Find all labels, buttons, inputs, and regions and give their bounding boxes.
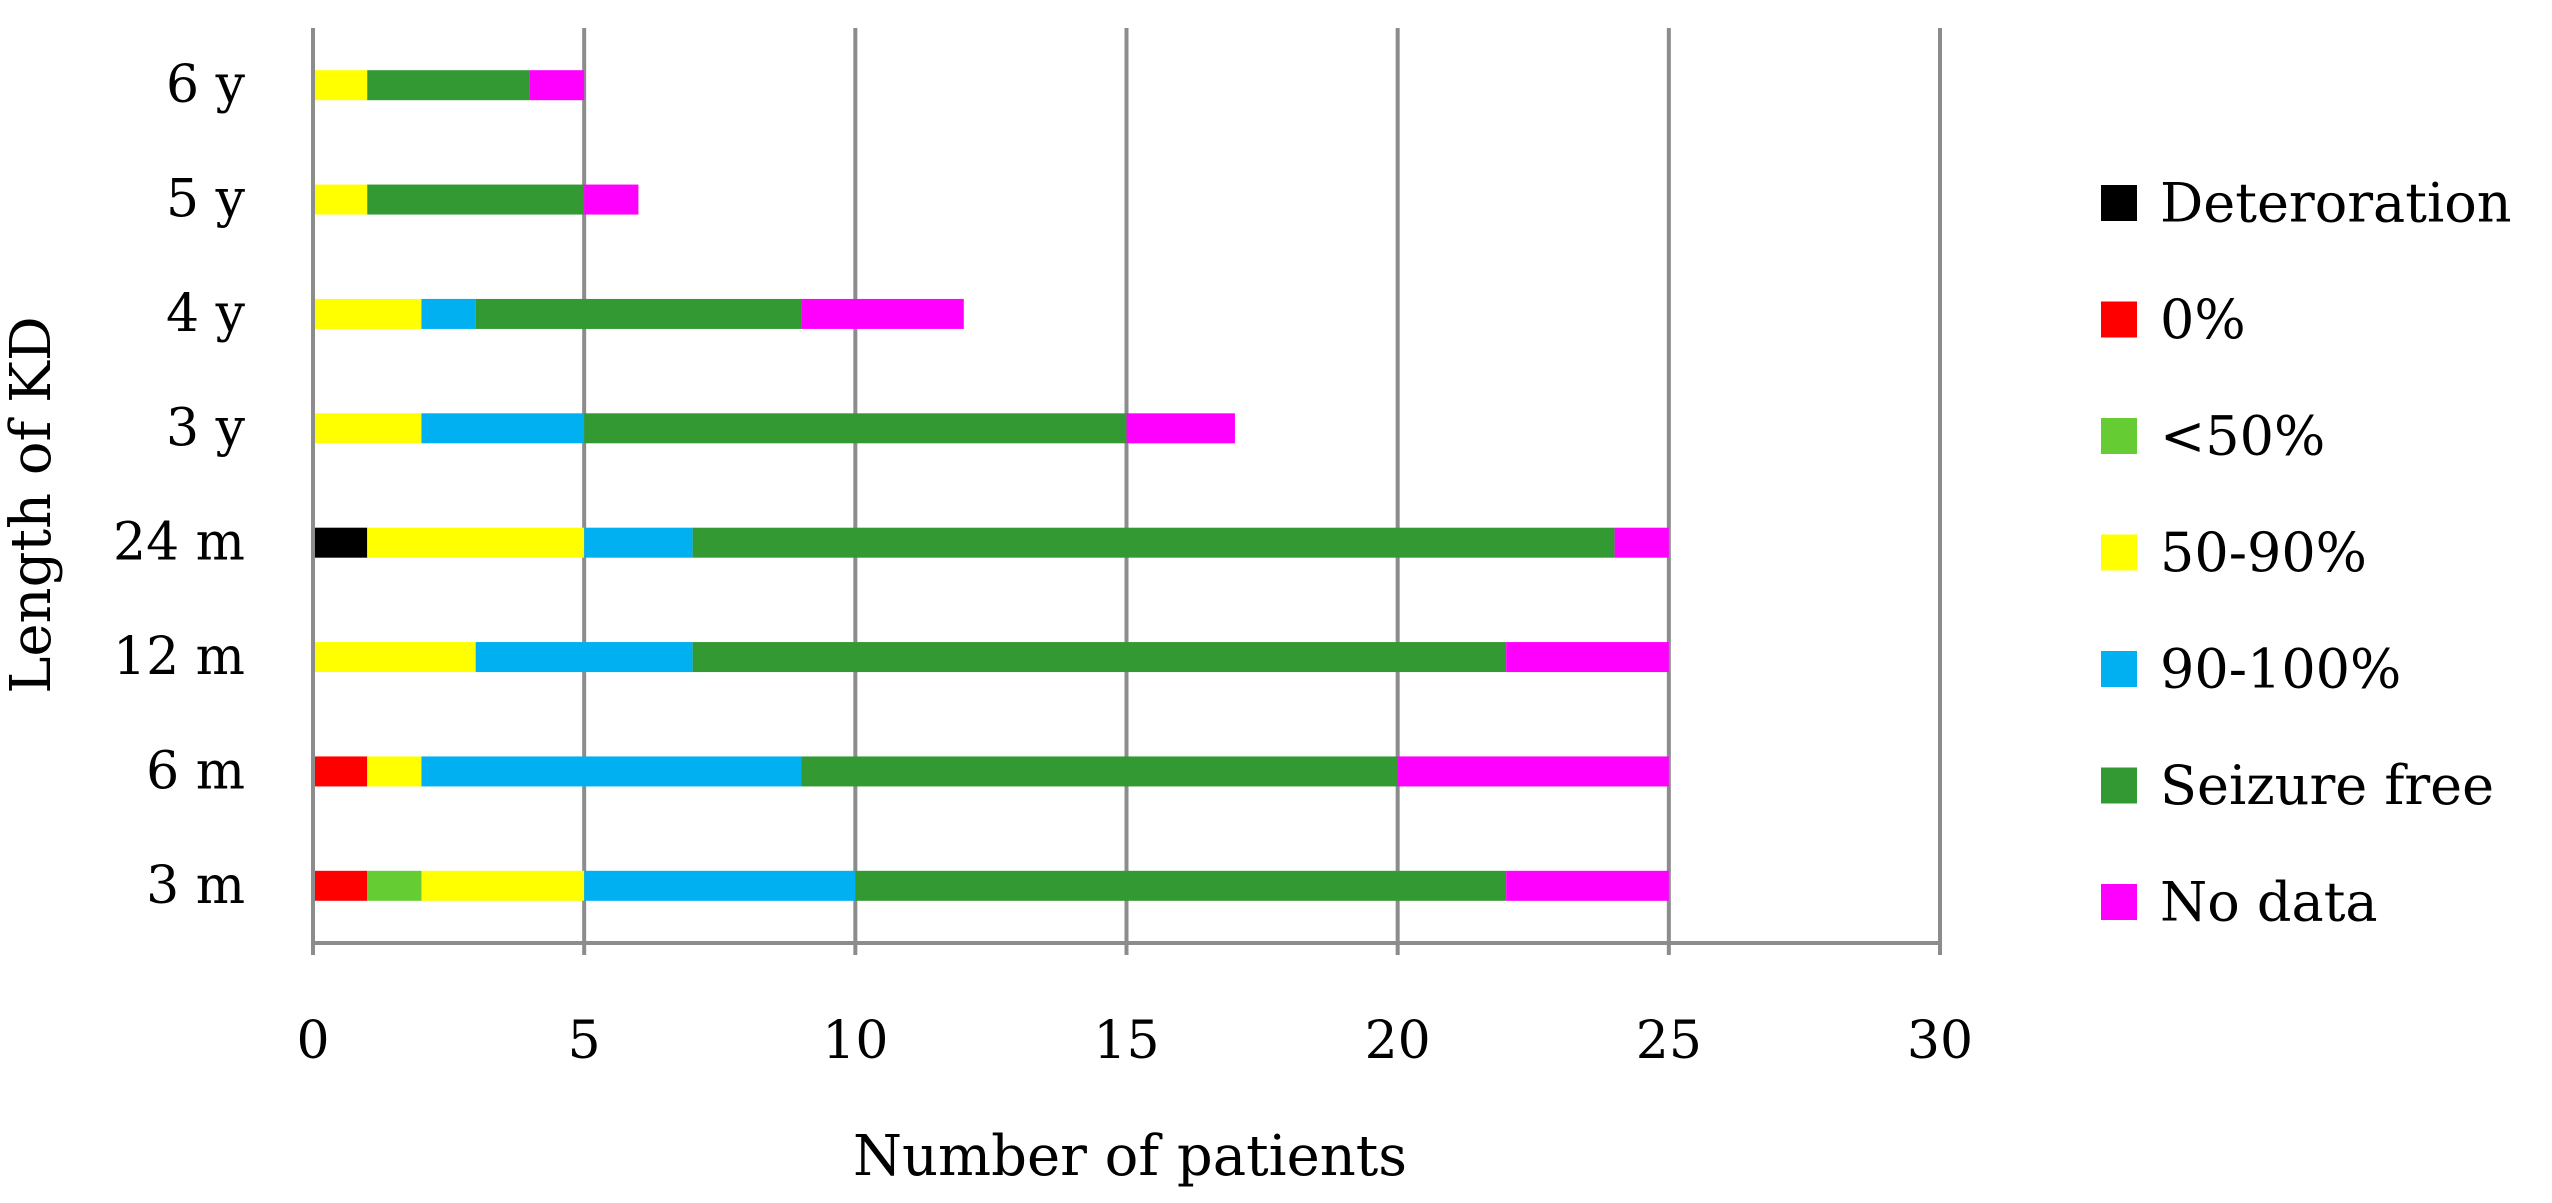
x-axis-title: Number of patients	[853, 1124, 1407, 1189]
bar-segment	[584, 413, 1127, 444]
legend-swatch	[2101, 418, 2137, 454]
y-tick-label: 3 y	[166, 398, 246, 458]
x-tick-label: 25	[1636, 1011, 1702, 1071]
y-tick-label: 24 m	[113, 513, 245, 573]
bar-segment	[367, 756, 422, 787]
bar-segment	[1614, 527, 1669, 558]
legend-swatch	[2101, 534, 2137, 571]
legend-label: 50-90%	[2160, 521, 2367, 584]
bar-segment	[801, 756, 1398, 787]
x-tick-label: 30	[1907, 1011, 1973, 1071]
bar-segment	[1126, 413, 1235, 444]
bar-segment	[313, 870, 368, 901]
bar-segment	[367, 184, 585, 215]
x-tick-label: 20	[1365, 1011, 1431, 1071]
bar-segment	[367, 527, 585, 558]
bar-segment	[313, 527, 368, 558]
legend-label: <50%	[2160, 405, 2325, 468]
bar-segment	[475, 298, 802, 329]
bar-segment	[692, 642, 1507, 673]
axes	[311, 28, 1942, 955]
bar-segment	[584, 527, 693, 558]
legend-label: 0%	[2160, 288, 2246, 351]
bars	[313, 70, 1669, 901]
gridlines	[582, 28, 1942, 943]
bar-segment	[313, 70, 368, 101]
y-axis-title: Length of KD	[0, 316, 64, 694]
legend-swatch	[2101, 884, 2137, 920]
x-tick-labels: 0 5 10 15 20 25 30	[296, 1011, 1973, 1071]
bar-segment	[801, 298, 964, 329]
x-tick-label: 5	[568, 1011, 601, 1071]
bar-segment	[1506, 642, 1669, 673]
bar-segment	[421, 756, 802, 787]
bar-segment	[421, 298, 476, 329]
bar-segment	[1506, 870, 1669, 901]
y-tick-label: 5 y	[166, 170, 246, 230]
bar-segment	[529, 70, 585, 101]
legend-swatch	[2101, 301, 2137, 338]
legend-swatch	[2101, 767, 2137, 804]
y-tick-labels: 3 m 6 m 12 m 24 m 3 y 4 y 5 y 6 y	[113, 55, 246, 916]
legend: Deteroration 0% <50% 50-90% 90-100% Seizure f…	[2101, 172, 2512, 934]
bar-segment	[367, 70, 530, 101]
bar-segment	[692, 527, 1615, 558]
bar-segment	[475, 642, 693, 673]
legend-label: Seizure free	[2160, 754, 2494, 817]
bar-segment	[367, 870, 422, 901]
bar-segment	[313, 298, 422, 329]
legend-label: 90-100%	[2160, 638, 2401, 701]
y-tick-label: 4 y	[166, 284, 246, 344]
y-tick-label: 3 m	[146, 856, 245, 916]
y-tick-label: 6 y	[166, 55, 246, 115]
y-tick-label: 12 m	[113, 627, 245, 687]
bar-segment	[421, 870, 585, 901]
bar-segment	[313, 184, 368, 215]
legend-swatch	[2101, 651, 2137, 687]
bar-segment	[421, 413, 585, 444]
bar-segment	[313, 756, 368, 787]
bar-segment	[855, 870, 1507, 901]
legend-swatch	[2101, 185, 2137, 221]
x-tick-label: 0	[296, 1011, 329, 1071]
x-tick-label: 10	[822, 1011, 888, 1071]
bar-segment	[584, 184, 639, 215]
bar-segment	[584, 870, 856, 901]
legend-label: Deteroration	[2160, 172, 2512, 235]
y-tick-label: 6 m	[146, 741, 245, 801]
bar-segment	[313, 413, 422, 444]
bar-segment	[1397, 756, 1669, 787]
x-tick-label: 15	[1093, 1011, 1159, 1071]
bar-segment	[313, 642, 476, 673]
legend-label: No data	[2160, 871, 2378, 934]
